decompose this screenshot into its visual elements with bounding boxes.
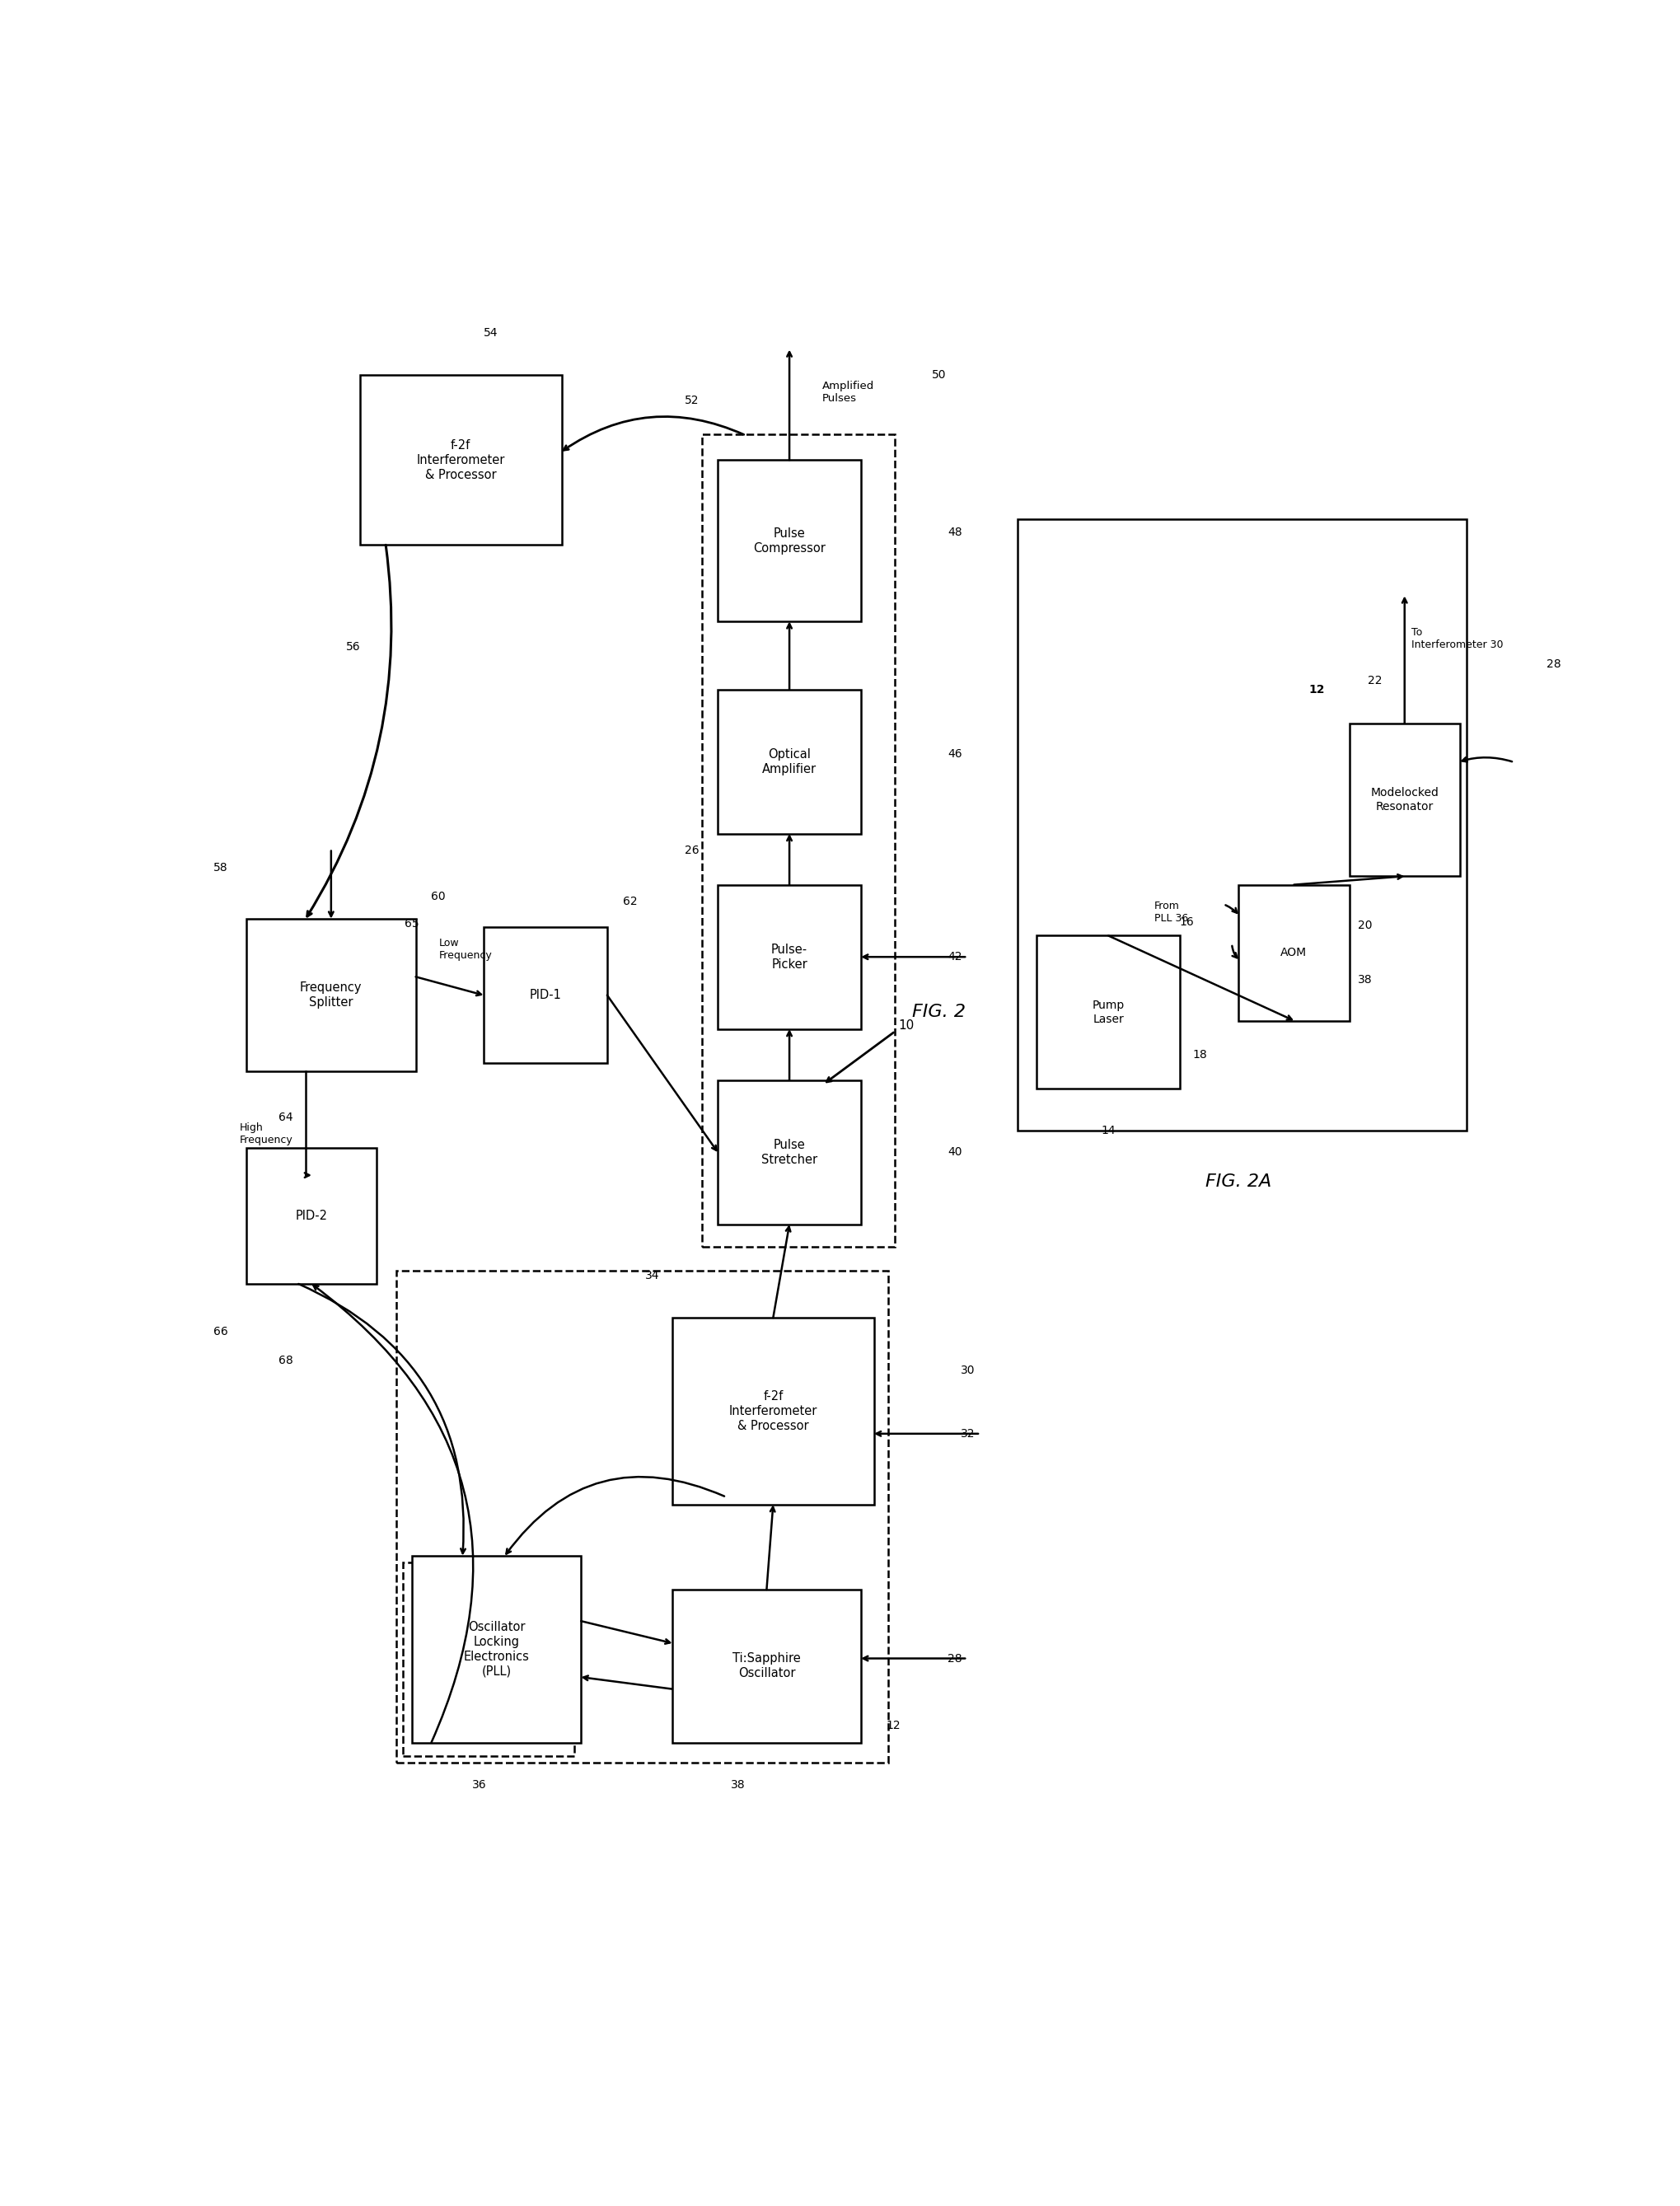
Text: 68: 68 [279,1354,292,1366]
Text: PID-1: PID-1 [529,988,561,1002]
Text: 30: 30 [961,1366,974,1377]
Text: 10: 10 [899,1019,914,1032]
Text: 60: 60 [430,891,445,902]
Text: 40: 40 [948,1147,963,1158]
Bar [396,1271,889,1763]
Text: Pulse
Stretcher: Pulse Stretcher [761,1138,818,1165]
Bar [672,1317,874,1504]
Text: 52: 52 [684,395,699,406]
Bar [247,918,415,1072]
Text: 66: 66 [213,1326,228,1337]
Text: 28: 28 [1546,657,1561,671]
Bar [717,688,862,834]
Text: 62: 62 [623,896,637,907]
Text: Modelocked
Resonator: Modelocked Resonator [1371,788,1438,812]
Text: Pulse-
Picker: Pulse- Picker [771,944,808,971]
Bar [403,1562,575,1756]
Text: Oscillator
Locking
Electronics
(PLL): Oscillator Locking Electronics (PLL) [464,1621,529,1677]
Text: Optical
Amplifier: Optical Amplifier [763,748,816,774]
Text: From
PLL 36: From PLL 36 [1154,900,1188,924]
Text: High
Frequency: High Frequency [240,1123,294,1145]
Bar [360,375,561,545]
Text: 56: 56 [346,642,361,653]
Text: 14: 14 [1100,1125,1116,1136]
Text: 65: 65 [405,918,418,929]
Text: f-2f
Interferometer
& Processor: f-2f Interferometer & Processor [417,439,506,481]
Text: 12: 12 [887,1721,900,1732]
Bar [672,1591,862,1743]
Text: 46: 46 [948,748,963,761]
Text: Pump
Laser: Pump Laser [1092,999,1124,1026]
Bar [412,1555,581,1743]
Text: 64: 64 [279,1112,292,1123]
Text: 16: 16 [1179,915,1194,929]
Text: 18: 18 [1193,1048,1206,1061]
Text: AOM: AOM [1280,946,1307,957]
Text: 20: 20 [1357,920,1373,931]
Bar [1238,885,1349,1021]
Bar [1037,935,1179,1088]
Text: PID-2: PID-2 [296,1209,328,1222]
Text: 50: 50 [932,368,946,382]
Text: 38: 38 [731,1780,746,1791]
Text: 54: 54 [484,326,497,338]
Text: 26: 26 [684,845,699,856]
Bar [717,1081,862,1224]
Text: 58: 58 [213,863,228,874]
Bar [717,461,862,622]
Text: Low
Frequency: Low Frequency [438,938,492,962]
Text: f-2f
Interferometer
& Processor: f-2f Interferometer & Processor [729,1390,818,1432]
Text: 22: 22 [1368,675,1383,686]
Bar [1018,518,1467,1132]
Bar [717,885,862,1028]
Bar [702,435,895,1246]
Text: Pulse
Compressor: Pulse Compressor [753,527,825,554]
Text: Ti:Sapphire
Oscillator: Ti:Sapphire Oscillator [732,1652,801,1679]
Text: 12: 12 [1309,684,1326,695]
Bar [247,1147,376,1284]
Text: FIG. 2A: FIG. 2A [1206,1174,1272,1191]
Bar [484,927,606,1063]
Text: 36: 36 [472,1780,487,1791]
Text: 28: 28 [948,1652,963,1663]
Text: Frequency
Splitter: Frequency Splitter [301,982,363,1008]
Text: 34: 34 [645,1271,660,1282]
Text: To
Interferometer 30: To Interferometer 30 [1411,627,1504,651]
Text: Amplified
Pulses: Amplified Pulses [822,382,874,404]
Text: 42: 42 [948,951,963,962]
Text: 48: 48 [948,527,963,538]
Text: 32: 32 [961,1427,974,1441]
Bar [1349,724,1460,876]
Text: 38: 38 [1357,975,1373,986]
Text: FIG. 2: FIG. 2 [912,1004,966,1021]
